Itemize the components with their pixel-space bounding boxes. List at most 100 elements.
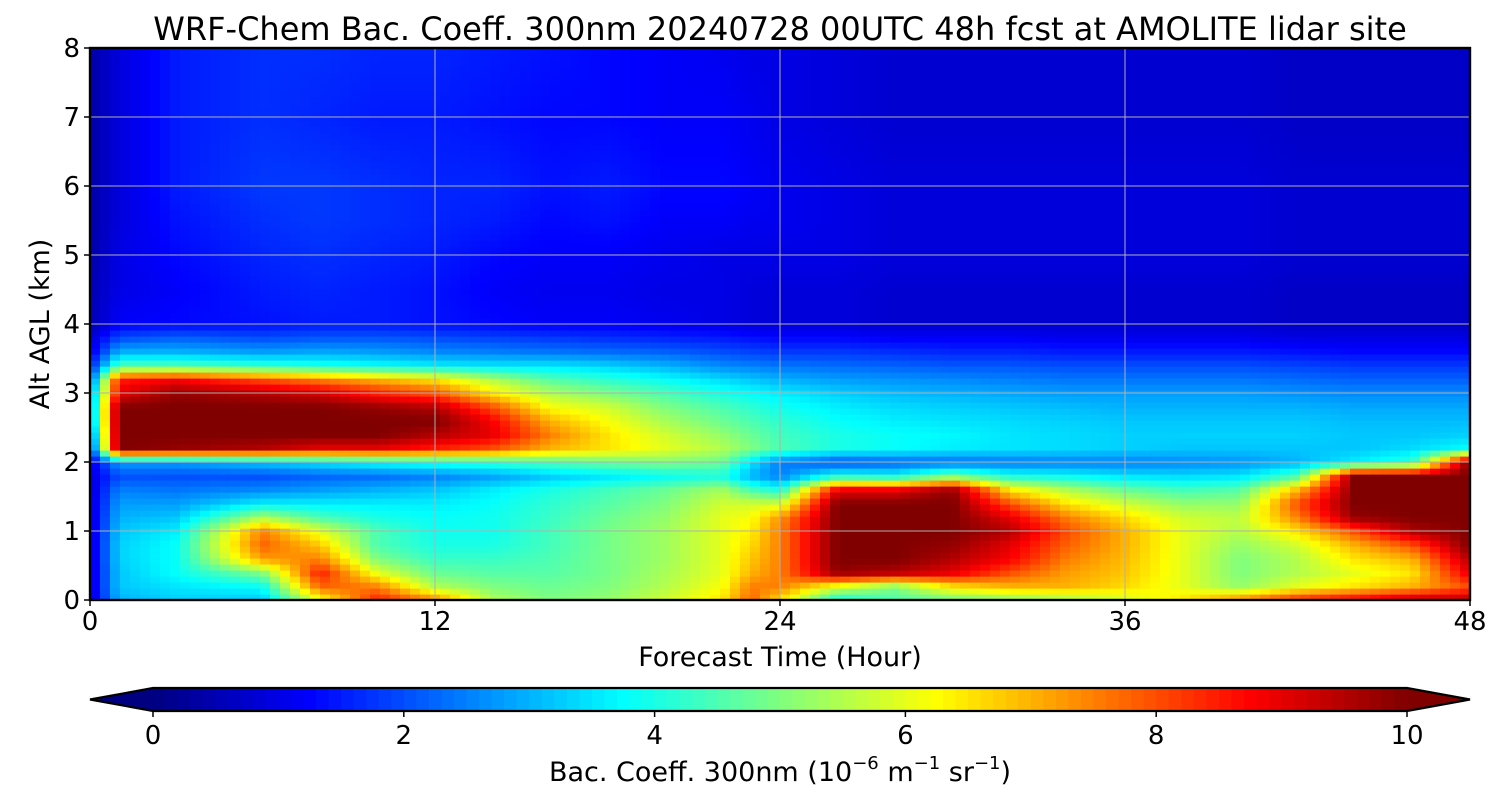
heatmap-cell bbox=[540, 90, 551, 97]
heatmap-cell bbox=[90, 198, 101, 205]
heatmap-cell bbox=[450, 168, 461, 175]
heatmap-cell bbox=[90, 468, 101, 475]
heatmap-cell bbox=[110, 336, 121, 343]
heatmap-cell bbox=[330, 318, 341, 325]
heatmap-cell bbox=[220, 486, 231, 493]
heatmap-cell bbox=[410, 474, 421, 481]
heatmap-cell bbox=[510, 504, 521, 511]
heatmap-cell bbox=[270, 576, 281, 583]
heatmap-cell bbox=[240, 498, 251, 505]
heatmap-cell bbox=[190, 84, 201, 91]
heatmap-cell bbox=[560, 216, 571, 223]
heatmap-cell bbox=[570, 150, 581, 157]
heatmap-cell bbox=[210, 198, 221, 205]
heatmap-cell bbox=[280, 516, 291, 523]
heatmap-cell bbox=[530, 60, 541, 67]
heatmap-cell bbox=[530, 504, 541, 511]
heatmap-cell bbox=[530, 402, 541, 409]
heatmap-cell bbox=[360, 360, 371, 367]
heatmap-cell bbox=[200, 402, 211, 409]
heatmap-cell bbox=[500, 534, 511, 541]
heatmap-cell bbox=[160, 570, 171, 577]
heatmap-cell bbox=[100, 522, 111, 529]
heatmap-cell bbox=[200, 558, 211, 565]
heatmap-cell bbox=[470, 60, 481, 67]
heatmap-cell bbox=[520, 60, 531, 67]
heatmap-cell bbox=[90, 450, 101, 457]
heatmap-cell bbox=[600, 120, 611, 127]
heatmap-cell bbox=[210, 330, 221, 337]
heatmap-cell bbox=[400, 498, 411, 505]
heatmap-cell bbox=[110, 588, 121, 595]
heatmap-cell bbox=[520, 330, 531, 337]
heatmap-cell bbox=[620, 162, 631, 169]
heatmap-cell bbox=[200, 240, 211, 247]
heatmap-cell bbox=[300, 552, 311, 559]
heatmap-cell bbox=[510, 372, 521, 379]
heatmap-cell bbox=[240, 348, 251, 355]
heatmap-cell bbox=[530, 360, 541, 367]
heatmap-cell bbox=[510, 96, 521, 103]
heatmap-cell bbox=[600, 204, 611, 211]
heatmap-cell bbox=[600, 348, 611, 355]
heatmap-cell bbox=[590, 558, 601, 565]
heatmap-cell bbox=[560, 312, 571, 319]
heatmap-cell bbox=[200, 318, 211, 325]
heatmap-cell bbox=[600, 258, 611, 265]
heatmap-cell bbox=[230, 222, 241, 229]
heatmap-cell bbox=[610, 246, 621, 253]
heatmap-cell bbox=[400, 216, 411, 223]
heatmap-cell bbox=[600, 570, 611, 577]
heatmap-cell bbox=[400, 174, 411, 181]
heatmap-cell bbox=[170, 306, 181, 313]
heatmap-cell bbox=[120, 462, 131, 469]
heatmap-cell bbox=[570, 486, 581, 493]
heatmap-cell bbox=[590, 504, 601, 511]
heatmap-cell bbox=[230, 546, 241, 553]
heatmap-cell bbox=[530, 198, 541, 205]
heatmap-cell bbox=[290, 414, 301, 421]
heatmap-cell bbox=[240, 588, 251, 595]
heatmap-cell bbox=[100, 276, 111, 283]
heatmap-cell bbox=[370, 72, 381, 79]
heatmap-cell bbox=[270, 258, 281, 265]
heatmap-cell bbox=[330, 84, 341, 91]
heatmap-cell bbox=[200, 258, 211, 265]
heatmap-cell bbox=[230, 54, 241, 61]
heatmap-cell bbox=[450, 240, 461, 247]
heatmap-cell bbox=[400, 282, 411, 289]
heatmap-cell bbox=[340, 150, 351, 157]
heatmap-cell bbox=[310, 426, 321, 433]
heatmap-cell bbox=[480, 174, 491, 181]
heatmap-cell bbox=[360, 534, 371, 541]
heatmap-cell bbox=[90, 210, 101, 217]
heatmap-cell bbox=[310, 96, 321, 103]
heatmap-cell bbox=[250, 498, 261, 505]
heatmap-cell bbox=[160, 306, 171, 313]
heatmap-cell bbox=[460, 168, 471, 175]
heatmap-cell bbox=[550, 66, 561, 73]
heatmap-cell bbox=[220, 384, 231, 391]
heatmap-cell bbox=[440, 576, 451, 583]
heatmap-cell bbox=[370, 336, 381, 343]
heatmap-cell bbox=[260, 48, 271, 55]
heatmap-cell bbox=[210, 192, 221, 199]
heatmap-cell bbox=[130, 378, 141, 385]
heatmap-cell bbox=[180, 468, 191, 475]
heatmap-cell bbox=[550, 312, 561, 319]
heatmap-cell bbox=[220, 432, 231, 439]
heatmap-cell bbox=[480, 342, 491, 349]
heatmap-cell bbox=[500, 438, 511, 445]
heatmap-cell bbox=[280, 408, 291, 415]
heatmap-cell bbox=[420, 234, 431, 241]
heatmap-cell bbox=[200, 462, 211, 469]
heatmap-cell bbox=[210, 474, 221, 481]
heatmap-cell bbox=[600, 66, 611, 73]
heatmap-cell bbox=[390, 312, 401, 319]
heatmap-cell bbox=[230, 84, 241, 91]
heatmap-cell bbox=[540, 420, 551, 427]
heatmap-cell bbox=[280, 294, 291, 301]
heatmap-cell bbox=[360, 282, 371, 289]
heatmap-cell bbox=[290, 78, 301, 85]
heatmap-cell bbox=[410, 588, 421, 595]
